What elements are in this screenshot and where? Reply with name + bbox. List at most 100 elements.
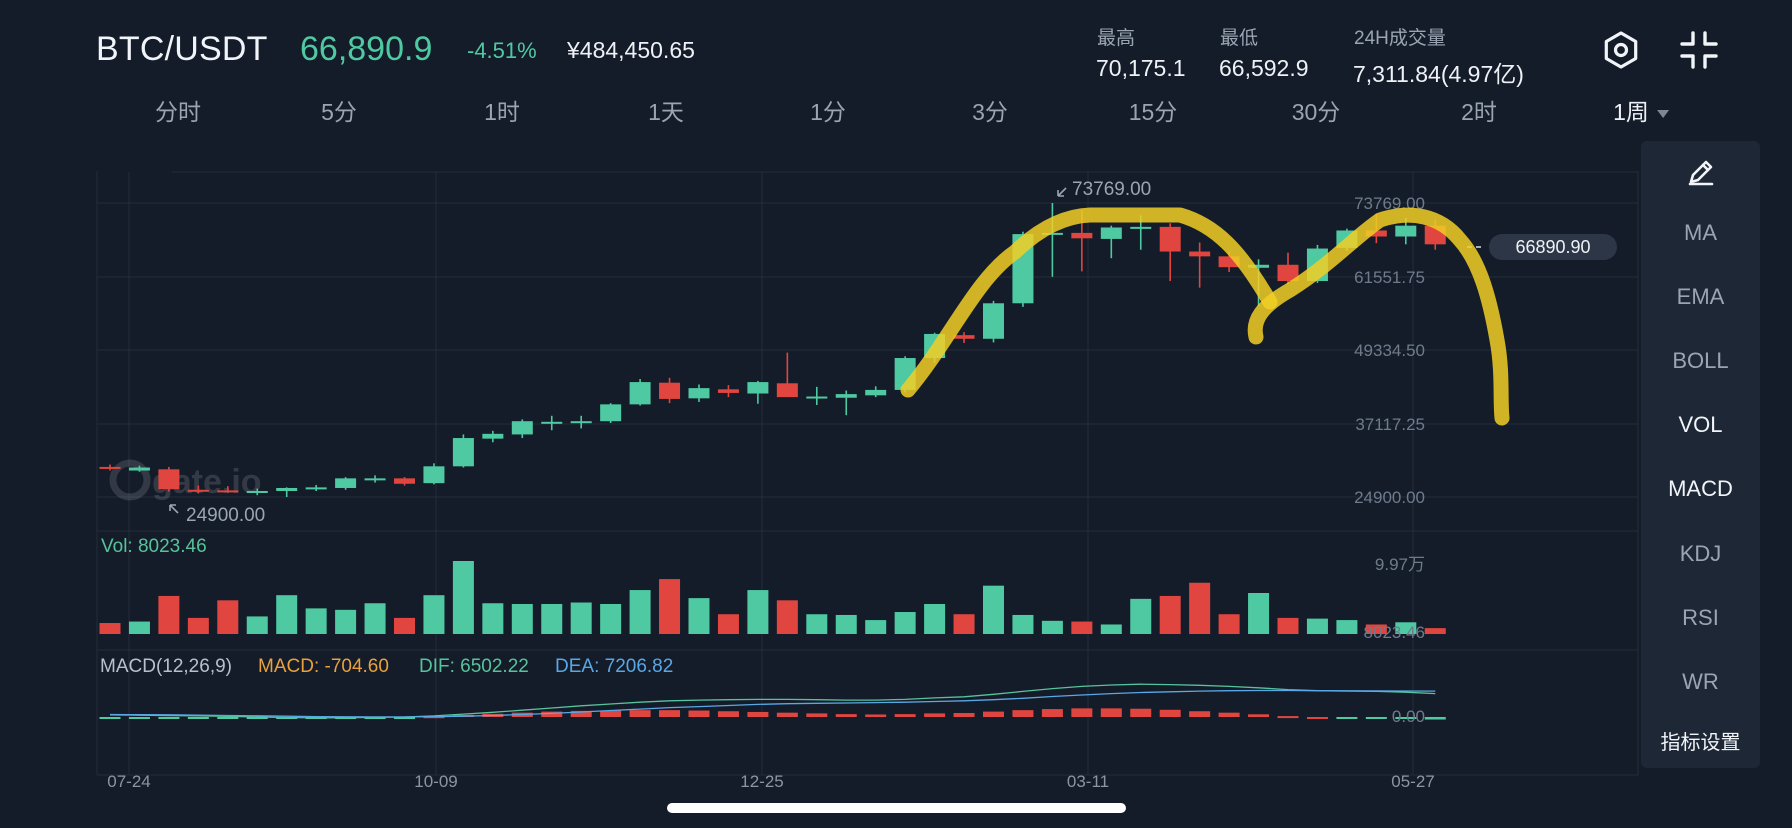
candle-body [1277,264,1299,282]
candle [217,486,239,493]
volume-bar [423,595,445,634]
tab-1m[interactable]: 1分 [810,99,846,125]
tab-1w[interactable]: 1周 [1613,93,1669,127]
price-tick: 61551.75 [1354,268,1425,287]
home-indicator[interactable] [667,803,1126,813]
indicator-kdj[interactable]: KDJ [1679,541,1722,566]
volume-max-label: 9.97万 [1375,555,1425,574]
caret-down-icon [1656,109,1669,118]
indicator-ma[interactable]: MA [1684,220,1717,245]
candle-body [423,466,445,484]
macd-bar [629,710,651,717]
volume-bar [187,617,209,634]
volume-min-label: 8023.46 [1364,623,1425,642]
tab-1h[interactable]: 1时 [484,99,520,125]
indicator-ema[interactable]: EMA [1676,284,1725,309]
volume-bar [1012,614,1034,634]
candle-body [1365,230,1387,237]
volume-bar [659,579,681,634]
candle [276,487,298,497]
macd-bar [1306,717,1328,719]
candle-body [276,487,298,491]
macd-bar [570,710,592,717]
macd-bar [865,714,887,717]
macd-bar [717,711,739,717]
dif-value-label: DIF: 6502.22 [419,656,529,677]
candle [747,380,769,404]
indicator-boll[interactable]: BOLL [1672,348,1729,373]
volume-bar [482,603,504,634]
candle [629,379,651,406]
volume-bar [246,616,268,634]
candle-body [217,490,239,493]
indicator-wr[interactable]: WR [1682,669,1719,694]
tab-1d[interactable]: 1天 [648,99,684,125]
macd-bar [1277,716,1299,719]
macd-bar [953,713,975,717]
volume-bar [1159,595,1181,634]
trading-pair[interactable]: BTC/USDT [96,30,268,68]
macd-bar [1218,712,1240,717]
candle [1277,252,1299,285]
indicator-rsi[interactable]: RSI [1682,605,1719,630]
candle [806,386,828,405]
tab-3m[interactable]: 3分 [972,99,1008,125]
macd-bar [1130,708,1152,717]
candle-body [835,394,857,398]
volume-bar [806,614,828,634]
volume-label: Vol: 8023.46 [101,536,207,557]
volume-bar [1100,624,1122,634]
volume-bar [953,614,975,634]
tab-fenshi[interactable]: 分时 [155,99,201,125]
candle-body [865,389,887,396]
candle-body [1159,226,1181,252]
volume-bar [99,623,121,634]
max-price-marker: 73769.00 [1057,179,1151,200]
volume-bar [1277,617,1299,634]
macd-bar [217,717,239,719]
candle [983,300,1004,343]
macd-bar [1395,717,1417,719]
indicator-vol[interactable]: VOL [1678,412,1723,437]
macd-bar [1159,709,1181,717]
candle-body [541,421,563,424]
volume-bar [983,585,1004,634]
indicator-settings-button[interactable]: 指标设置 [1660,732,1741,754]
collapse-icon[interactable] [1677,28,1721,72]
tab-2h[interactable]: 2时 [1461,99,1497,125]
dea-line [109,689,1436,718]
tab-15m[interactable]: 15分 [1128,99,1178,125]
volume-bar [1336,620,1358,634]
tab-30m[interactable]: 30分 [1291,99,1341,125]
macd-bar [1336,717,1358,719]
pencil-icon[interactable] [1641,155,1760,195]
indicator-macd[interactable]: MACD [1668,476,1733,501]
candle-body [246,490,268,493]
tab-5m[interactable]: 5分 [321,99,357,125]
candle [835,390,857,416]
volume-bar [158,595,180,634]
candle [305,484,327,491]
candle-body [1189,251,1211,257]
candle [1100,225,1122,259]
macd-bar [1365,717,1387,719]
candle [1041,203,1063,277]
price-tick: 37117.25 [1355,415,1425,434]
volume-bar [894,612,916,634]
volume-bar [1071,621,1093,634]
macd-params-label: MACD(12,26,9) [100,656,232,677]
ticker-header: BTC/USDT 66,890.9 -4.51% ¥484,450.65 最高 … [0,0,1792,100]
candle [482,430,504,443]
volume-24h-label: 24H成交量 [1354,28,1446,49]
candle-body [128,467,150,471]
candle [570,415,592,429]
volume-bar [1218,614,1240,634]
volume-bar [1248,592,1270,634]
settings-hex-icon[interactable] [1599,28,1643,72]
candle [659,377,681,404]
candle-body [806,396,828,399]
candle [128,465,150,472]
candle-body [99,466,121,469]
candle [600,403,622,424]
